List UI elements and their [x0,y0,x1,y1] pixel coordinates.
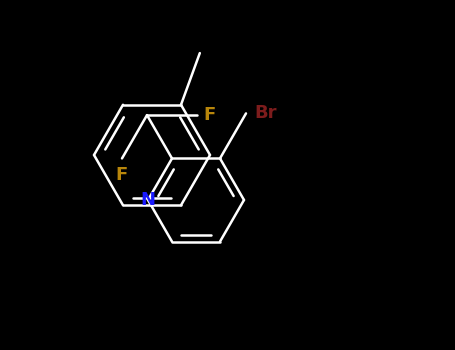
Text: Br: Br [254,104,277,122]
Text: F: F [116,167,128,184]
Text: N: N [141,191,156,209]
Text: F: F [203,106,215,124]
